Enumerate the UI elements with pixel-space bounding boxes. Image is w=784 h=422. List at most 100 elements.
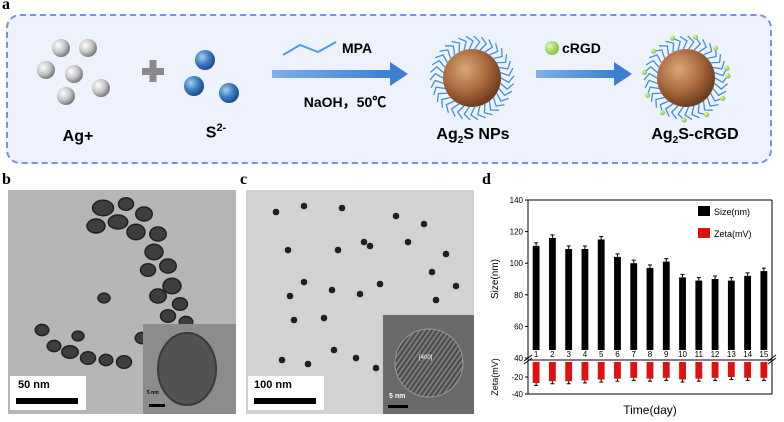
- panel-letter-d: d: [482, 171, 491, 188]
- crgd-molecule-icon: [545, 41, 559, 55]
- product-ag2s-label: Ag2S NPs: [418, 126, 528, 146]
- tem-c-particle: [290, 316, 298, 324]
- sulfide-ion-spheres: [184, 50, 239, 103]
- tem-b-inset-particle: [149, 332, 217, 407]
- tem-b-particle: [171, 296, 189, 312]
- bottom-y-tick-label: -40: [511, 390, 523, 399]
- y-axis-label-size: Size(nm): [490, 259, 501, 299]
- tem-b-particle: [162, 277, 182, 295]
- legend-swatch: [698, 228, 710, 238]
- size-bar: [614, 256, 621, 358]
- tem-b-particle: [79, 350, 97, 366]
- tem-b-particle: [126, 223, 146, 241]
- category-label-bg: [579, 350, 590, 359]
- mpa-molecule-icon: [282, 41, 337, 56]
- zeta-bar: [744, 362, 752, 378]
- top-y-tick-label: 100: [510, 259, 524, 268]
- y-axis-label-zeta: Zeta(mV): [490, 358, 500, 396]
- category-label: 8: [648, 350, 653, 359]
- reagent-mpa-label: MPA: [342, 40, 373, 56]
- zeta-bar: [711, 362, 719, 378]
- tem-b-particle: [98, 353, 114, 367]
- tem-c-particle: [428, 268, 436, 276]
- tem-image-c: [400] 5 nm 100 nm: [246, 190, 474, 414]
- category-label: 4: [583, 350, 588, 359]
- category-label-bg: [547, 350, 558, 359]
- product-ag2s-crgd-a: Ag: [651, 126, 673, 143]
- axis-break-mark: [767, 357, 777, 365]
- size-bar: [695, 280, 703, 358]
- tem-c-inset-scale-text: 5 nm: [389, 393, 406, 400]
- tem-c-particle: [338, 204, 346, 212]
- tem-c-particle: [304, 360, 312, 368]
- top-y-tick-label: 80: [514, 291, 523, 300]
- reaction-arrow-2: [536, 62, 632, 86]
- size-bar: [630, 263, 638, 358]
- tem-b-particle: [86, 218, 106, 234]
- tem-c-lattice-label: [400]: [419, 355, 433, 361]
- tem-b-scalebar: 50 nm: [10, 376, 86, 410]
- tem-c-particle: [286, 292, 294, 300]
- zeta-bar: [727, 362, 735, 377]
- category-label-bg: [645, 350, 655, 359]
- category-label-bg: [742, 350, 753, 359]
- category-label: 3: [566, 350, 571, 359]
- product-ag2s-crgd-b: S-cRGD: [678, 126, 739, 143]
- category-label: 11: [695, 350, 704, 359]
- tem-c-scale-text: 100 nm: [254, 379, 292, 391]
- tem-b-particle: [91, 199, 115, 217]
- tem-b-particle: [149, 288, 167, 304]
- category-label: 5: [599, 350, 604, 359]
- category-label: 10: [678, 350, 687, 359]
- product-ag2s-crgd-label: Ag2S-cRGD: [630, 126, 760, 146]
- size-bar: [662, 261, 670, 358]
- size-bar: [646, 267, 654, 358]
- size-bar: [711, 279, 719, 358]
- category-label: 12: [711, 350, 720, 359]
- reactant-s-charge: 2-: [216, 122, 227, 134]
- top-y-tick-label: 60: [514, 322, 523, 331]
- ag2s-crgd-nanoparticle: [641, 34, 731, 123]
- product-ag2s-a: Ag: [436, 126, 458, 143]
- reaction-arrow-1: [272, 62, 408, 86]
- top-y-tick-label: 40: [514, 354, 523, 363]
- category-label-bg: [710, 350, 721, 359]
- tem-b-particle: [144, 243, 164, 261]
- tem-b-particle: [139, 262, 157, 278]
- tem-c-inset: [400] 5 nm: [383, 315, 474, 414]
- product-ag2s-b: S NPs: [463, 126, 510, 143]
- product-ag2s-sub: 2: [457, 135, 464, 147]
- tem-b-particle: [71, 330, 85, 342]
- zeta-bar: [760, 362, 768, 378]
- tem-c-particle: [372, 364, 380, 372]
- tem-b-scale-text: 50 nm: [18, 379, 50, 391]
- axis-break-mark: [523, 357, 533, 365]
- category-label-bg: [677, 350, 688, 359]
- zeta-bar: [662, 362, 670, 378]
- size-bar: [679, 277, 686, 358]
- plus-icon: [142, 60, 164, 82]
- tem-c-particle: [360, 238, 368, 246]
- bottom-y-tick-label: -20: [511, 373, 523, 382]
- legend-swatch: [698, 206, 710, 216]
- tem-b-particle: [159, 308, 177, 324]
- tem-b-inset: 5 nm: [143, 324, 236, 414]
- tem-c-particle: [330, 346, 338, 354]
- zeta-bar: [614, 362, 621, 379]
- tem-b-particle: [97, 292, 111, 304]
- category-label: 15: [759, 350, 768, 359]
- category-label-bg: [693, 350, 704, 359]
- tem-image-b: 5 nm 50 nm: [8, 190, 236, 414]
- tem-c-particle: [272, 208, 280, 216]
- tem-c-particle: [366, 242, 374, 250]
- axis-break-mark: [767, 354, 777, 362]
- tem-c-particle: [320, 314, 328, 322]
- category-label: 14: [743, 350, 752, 359]
- zeta-bar: [679, 362, 686, 380]
- category-label: 6: [615, 350, 620, 359]
- zeta-bar: [565, 362, 573, 382]
- category-label: 7: [632, 350, 637, 359]
- tem-c-particle: [392, 212, 400, 220]
- panel-letter-c: c: [240, 171, 248, 188]
